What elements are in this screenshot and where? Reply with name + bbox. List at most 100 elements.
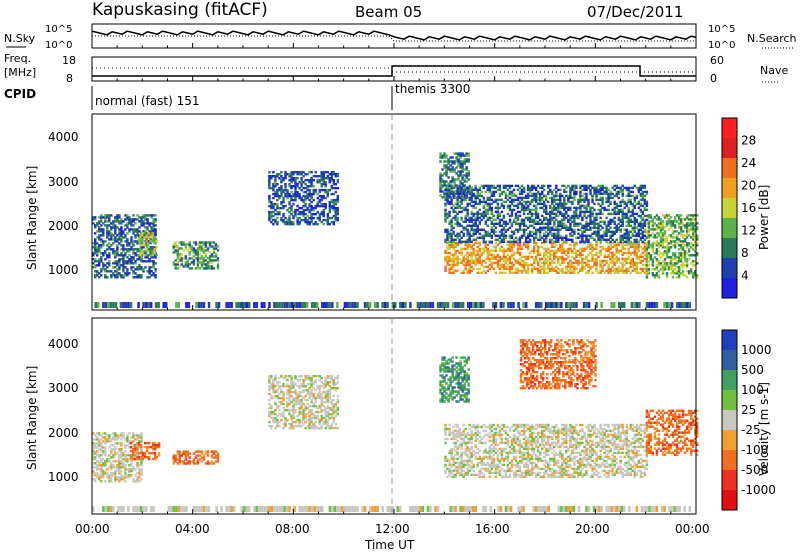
heatmap-cell: [128, 464, 131, 467]
heatmap-cell: [526, 194, 530, 198]
heatmap-cell: [661, 222, 665, 225]
heatmap-cell: [132, 240, 135, 243]
heatmap-cell: [196, 253, 200, 256]
heatmap-cell: [464, 253, 467, 257]
heatmap-cell: [449, 180, 452, 183]
heatmap-cell: [460, 200, 463, 204]
heatmap-cell: [172, 245, 175, 248]
heatmap-cell: [128, 458, 131, 461]
heatmap-cell: [559, 194, 562, 198]
heatmap-cell: [567, 198, 570, 202]
heatmap-cell: [593, 190, 596, 194]
heatmap-cell: [272, 202, 275, 206]
heatmap-cell: [461, 170, 464, 173]
heatmap-cell: [108, 216, 111, 219]
heatmap-cell: [633, 224, 637, 227]
heatmap-cell: [134, 268, 137, 271]
heatmap-cell: [148, 258, 151, 261]
heatmap-cell: [488, 218, 492, 222]
heatmap-cell: [677, 232, 681, 235]
heatmap-cell: [545, 194, 548, 198]
heatmap-cell: [470, 253, 473, 257]
heatmap-cell: [512, 188, 516, 192]
heatmap-cell: [100, 220, 103, 223]
heatmap-cell: [174, 251, 177, 254]
heatmap-cell: [104, 440, 107, 443]
heatmap-cell: [292, 173, 295, 176]
heatmap-cell: [306, 194, 309, 198]
heatmap-cell: [528, 194, 532, 198]
heatmap-cell: [597, 271, 600, 274]
heatmap-cell: [500, 257, 504, 261]
heatmap-cell: [567, 247, 570, 251]
heatmap-cell: [631, 245, 635, 249]
heatmap-cell: [472, 218, 475, 222]
heatmap-cell: [94, 252, 97, 255]
heatmap-cell: [470, 190, 473, 194]
heatmap-cell: [142, 302, 145, 308]
heatmap-cell: [470, 245, 473, 249]
heatmap-cell: [100, 224, 103, 227]
heatmap-cell: [116, 218, 119, 221]
heatmap-cell: [643, 263, 647, 267]
heatmap-cell: [446, 196, 449, 200]
heatmap-cell: [324, 190, 327, 194]
heatmap-cell: [464, 220, 467, 223]
heatmap-cell: [581, 218, 584, 222]
heatmap-cell: [448, 202, 451, 206]
heatmap-cell: [268, 216, 271, 220]
heatmap-cell: [116, 470, 119, 473]
heatmap-cell: [114, 448, 117, 451]
heatmap-cell: [637, 228, 641, 231]
heatmap-cell: [589, 214, 592, 218]
heatmap-cell: [561, 259, 564, 263]
heatmap-cell: [120, 258, 123, 261]
heatmap-cell: [128, 260, 131, 263]
heatmap-cell: [441, 302, 445, 308]
heatmap-cell: [296, 192, 299, 196]
heatmap-cell: [603, 255, 606, 259]
heatmap-cell: [134, 234, 137, 237]
heatmap-cell: [450, 184, 453, 188]
heatmap-cell: [294, 208, 297, 212]
heatmap-cell: [122, 270, 125, 273]
heatmap-cell: [108, 458, 111, 461]
heatmap-cell: [553, 216, 556, 220]
heatmap-cell: [303, 302, 306, 308]
heatmap-cell: [484, 245, 488, 249]
heatmap-cell: [98, 230, 101, 233]
heatmap-cell: [288, 200, 291, 204]
heatmap-cell: [314, 206, 317, 210]
heatmap-cell: [605, 186, 608, 190]
heatmap-cell: [126, 436, 129, 439]
heatmap-cell: [460, 249, 463, 253]
heatmap-cell: [543, 226, 546, 229]
heatmap-cell: [282, 206, 285, 210]
heatmap-cell: [190, 257, 194, 260]
heatmap-cell: [324, 181, 327, 184]
heatmap-cell: [623, 206, 626, 210]
heatmap-cell: [320, 202, 323, 206]
heatmap-cell: [615, 210, 618, 214]
heatmap-cell: [304, 202, 307, 206]
heatmap-cell: [494, 241, 498, 245]
heatmap-cell: [561, 236, 564, 239]
heatmap-cell: [635, 265, 639, 269]
heatmap-cell: [518, 269, 522, 272]
heatmap-cell: [494, 226, 498, 229]
heatmap-cell: [534, 228, 538, 231]
heatmap-cell: [555, 206, 558, 210]
heatmap-cell: [559, 206, 562, 210]
heatmap-cell: [92, 218, 95, 221]
heatmap-cell: [476, 271, 479, 274]
heatmap-cell: [532, 196, 536, 200]
heatmap-cell: [557, 247, 560, 251]
heatmap-cell: [139, 251, 142, 255]
heatmap-cell: [506, 206, 510, 210]
heatmap-cell: [459, 174, 462, 177]
heatmap-cell: [310, 220, 313, 224]
heatmap-cell: [278, 188, 281, 192]
heatmap-cell: [637, 247, 641, 251]
heatmap-cell: [625, 228, 628, 231]
heatmap-cell: [567, 196, 570, 200]
